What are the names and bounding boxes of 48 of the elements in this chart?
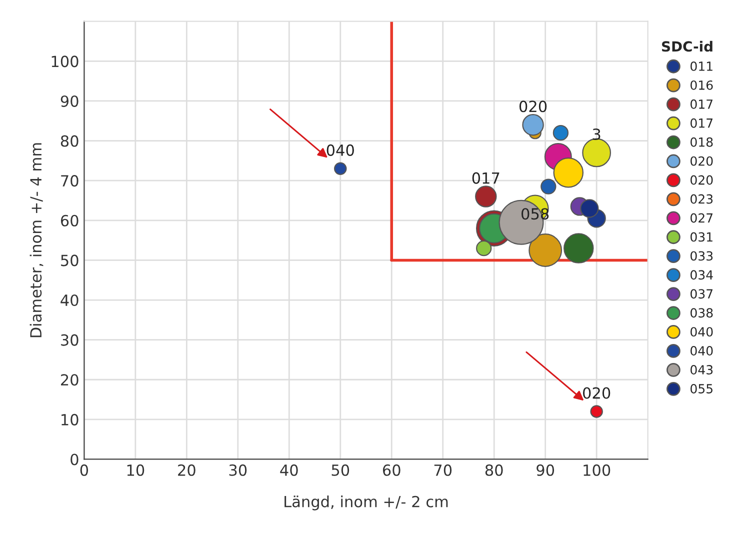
y-tick-label: 40	[60, 294, 78, 306]
legend-label: 017	[690, 99, 712, 109]
x-tick-label: 0	[80, 464, 88, 476]
legend-title: SDC-id	[662, 40, 712, 52]
annotation: 017	[472, 172, 500, 184]
y-tick-label: 30	[61, 334, 78, 346]
legend-label: 055	[690, 384, 712, 394]
annotation: 3	[592, 128, 600, 140]
legend-label: 040	[690, 346, 713, 356]
legend-label: 023	[690, 194, 713, 204]
y-tick-label: 50	[61, 254, 78, 266]
y-axis-title: Diameter, inom +/- 4 mm	[30, 143, 44, 338]
legend-label: 020	[690, 175, 713, 185]
y-tick-label: 100	[52, 56, 78, 68]
annotation: 020	[583, 387, 610, 399]
x-tick-label: 80	[485, 464, 503, 476]
y-tick-label: 80	[60, 135, 78, 147]
x-tick-label: 10	[127, 464, 144, 476]
legend-label: 037	[690, 289, 712, 299]
legend-label: 043	[690, 365, 713, 374]
x-tick-label: 20	[178, 464, 196, 476]
x-tick-label: 90	[536, 464, 554, 476]
y-tick-label: 20	[61, 374, 78, 386]
legend-label: 020	[690, 156, 713, 166]
y-tick-label: 60	[60, 214, 78, 226]
x-tick-label: 40	[280, 464, 298, 476]
legend-label: 027	[690, 213, 712, 223]
legend-label: 018	[690, 137, 713, 147]
y-tick-label: 70	[61, 175, 78, 187]
x-tick-label: 60	[382, 464, 400, 476]
x-tick-label: 70	[434, 464, 452, 476]
y-tick-label: 0	[70, 454, 78, 466]
x-tick-label: 30	[229, 464, 247, 476]
annotation: 020	[519, 100, 547, 112]
y-tick-label: 10	[62, 414, 78, 426]
legend-label: 011	[690, 61, 712, 71]
x-tick-label: 100	[584, 464, 610, 476]
legend-label: 038	[690, 308, 713, 318]
legend-label: 016	[690, 80, 713, 90]
x-axis-title: Längd, inom +/- 2 cm	[284, 496, 448, 510]
x-tick-label: 50	[332, 464, 350, 476]
annotation: 040	[326, 144, 354, 156]
legend-label: 033	[690, 251, 713, 261]
legend-label: 031	[690, 232, 712, 242]
legend-label: 017	[690, 118, 712, 128]
y-tick-label: 90	[60, 95, 78, 107]
legend-label: 034	[690, 270, 713, 280]
legend-label: 040	[690, 327, 713, 337]
